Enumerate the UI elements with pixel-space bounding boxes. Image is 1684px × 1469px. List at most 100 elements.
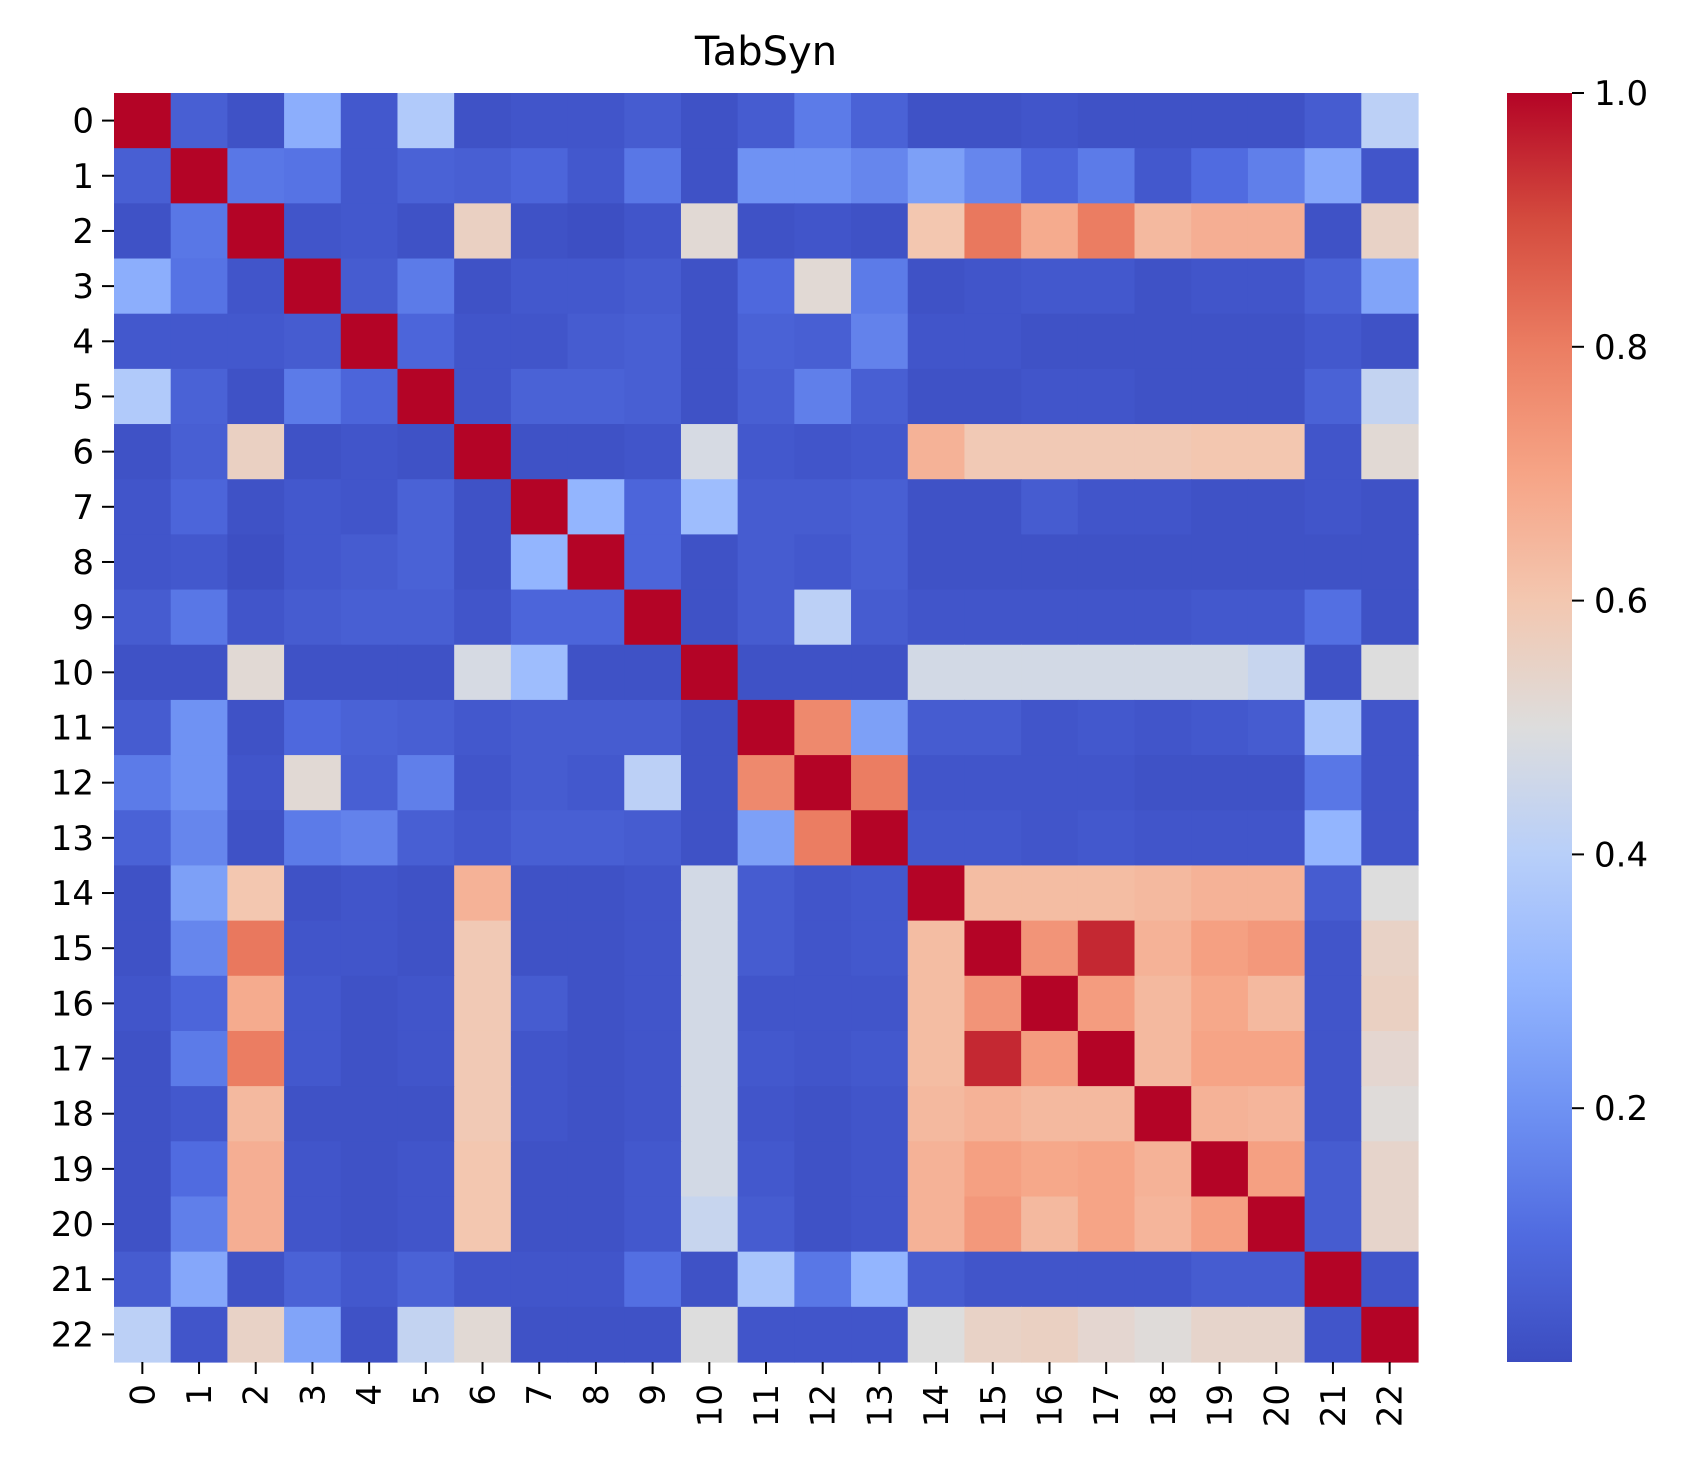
- colorbar-tick-label: 0.2: [1594, 1089, 1648, 1129]
- heatmap-cell-5-6: [454, 368, 512, 425]
- heatmap-cell-4-14: [907, 313, 966, 370]
- heatmap-cell-11-5: [397, 699, 455, 756]
- heatmap-cell-14-10: [680, 865, 739, 922]
- heatmap-cell-18-11: [737, 1086, 795, 1142]
- heatmap-cell-7-5: [397, 479, 455, 535]
- heatmap-cell-4-12: [794, 313, 852, 370]
- heatmap-cell-9-17: [1077, 589, 1136, 646]
- x-tick-label: 14: [917, 1384, 957, 1427]
- heatmap-cell-1-19: [1191, 148, 1249, 204]
- heatmap-cell-19-10: [680, 1141, 739, 1198]
- heatmap-cell-11-17: [1077, 699, 1136, 756]
- heatmap-cell-18-8: [567, 1086, 625, 1142]
- heatmap-cell-12-20: [1247, 755, 1306, 811]
- heatmap-cell-9-10: [680, 589, 739, 646]
- heatmap-cell-9-5: [397, 589, 455, 646]
- heatmap-cell-7-19: [1191, 479, 1249, 535]
- heatmap-cell-22-8: [567, 1306, 625, 1363]
- heatmap-cell-10-5: [397, 644, 455, 701]
- heatmap-cell-3-22: [1361, 258, 1419, 315]
- heatmap-cell-5-19: [1191, 368, 1249, 425]
- y-tick-label: 9: [72, 598, 94, 638]
- heatmap-cell-10-18: [1134, 644, 1192, 701]
- heatmap-cell-12-21: [1304, 755, 1362, 811]
- heatmap-cell-4-20: [1247, 313, 1306, 370]
- heatmap-cell-17-14: [907, 1030, 966, 1087]
- heatmap-cell-6-14: [907, 424, 966, 480]
- y-tick-label: 8: [72, 543, 94, 583]
- heatmap-cell-17-12: [794, 1030, 852, 1087]
- heatmap-cell-0-7: [510, 93, 569, 149]
- heatmap-cell-4-6: [454, 313, 512, 370]
- heatmap-cell-1-9: [624, 148, 682, 204]
- heatmap-cell-0-21: [1304, 93, 1362, 149]
- heatmap-cell-2-17: [1077, 203, 1136, 260]
- heatmap-cell-4-3: [284, 313, 342, 370]
- heatmap-cell-16-16: [1021, 975, 1079, 1032]
- heatmap-cell-6-4: [340, 424, 399, 480]
- heatmap-cell-20-2: [227, 1196, 285, 1253]
- heatmap-cell-14-15: [964, 865, 1022, 922]
- heatmap-cell-20-12: [794, 1196, 852, 1253]
- heatmap-cell-1-16: [1021, 148, 1079, 204]
- heatmap-cell-16-12: [794, 975, 852, 1032]
- x-tick-label: 1: [180, 1384, 220, 1406]
- heatmap-cell-13-8: [567, 810, 625, 867]
- heatmap-cell-9-14: [907, 589, 966, 646]
- heatmap-cell-8-15: [964, 534, 1022, 591]
- heatmap-cell-1-11: [737, 148, 795, 204]
- heatmap-cell-21-17: [1077, 1251, 1136, 1308]
- heatmap-cell-2-0: [114, 203, 172, 260]
- heatmap-cell-5-11: [737, 368, 795, 425]
- heatmap-cell-14-0: [114, 865, 172, 922]
- heatmap-cell-18-2: [227, 1086, 285, 1142]
- heatmap-cell-18-10: [680, 1086, 739, 1142]
- heatmap-cell-7-10: [680, 479, 739, 535]
- heatmap-cell-6-1: [170, 424, 228, 480]
- heatmap-cell-11-8: [567, 699, 625, 756]
- heatmap-cell-12-11: [737, 755, 795, 811]
- heatmap-cell-18-21: [1304, 1086, 1362, 1142]
- heatmap-cell-20-22: [1361, 1196, 1419, 1253]
- heatmap-cell-15-22: [1361, 920, 1419, 977]
- heatmap-cell-3-6: [454, 258, 512, 315]
- heatmap-cell-4-19: [1191, 313, 1249, 370]
- heatmap-cell-19-0: [114, 1141, 172, 1198]
- heatmap-cell-20-13: [851, 1196, 909, 1253]
- heatmap-cell-11-20: [1247, 699, 1306, 756]
- heatmap-cell-9-4: [340, 589, 399, 646]
- heatmap-cell-20-5: [397, 1196, 455, 1253]
- heatmap-cell-7-0: [114, 479, 172, 535]
- heatmap-cell-20-21: [1304, 1196, 1362, 1253]
- heatmap-cell-11-7: [510, 699, 569, 756]
- heatmap-cell-1-6: [454, 148, 512, 204]
- heatmap-cell-12-14: [907, 755, 966, 811]
- x-tick-label: 6: [464, 1384, 504, 1406]
- heatmap-cell-2-9: [624, 203, 682, 260]
- heatmap-cell-0-15: [964, 93, 1022, 149]
- heatmap-cell-11-10: [680, 699, 739, 756]
- heatmap-cell-7-13: [851, 479, 909, 535]
- heatmap-cell-10-17: [1077, 644, 1136, 701]
- heatmap-cell-4-17: [1077, 313, 1136, 370]
- heatmap-cell-10-22: [1361, 644, 1419, 701]
- heatmap-cell-16-7: [510, 975, 569, 1032]
- heatmap-cell-5-15: [964, 368, 1022, 425]
- heatmap-cell-17-3: [284, 1030, 342, 1087]
- heatmap-cell-17-0: [114, 1030, 172, 1087]
- heatmap-cell-14-19: [1191, 865, 1249, 922]
- heatmap-cell-16-1: [170, 975, 228, 1032]
- heatmap-cell-17-11: [737, 1030, 795, 1087]
- heatmap-cell-6-6: [454, 424, 512, 480]
- heatmap-cell-17-5: [397, 1030, 455, 1087]
- heatmap-cell-10-21: [1304, 644, 1362, 701]
- heatmap-cell-17-2: [227, 1030, 285, 1087]
- heatmap-cell-16-20: [1247, 975, 1306, 1032]
- heatmap-cell-18-16: [1021, 1086, 1079, 1142]
- heatmap-cell-6-9: [624, 424, 682, 480]
- heatmap-cell-1-13: [851, 148, 909, 204]
- heatmap-cell-16-5: [397, 975, 455, 1032]
- heatmap-cell-21-9: [624, 1251, 682, 1308]
- heatmap-cell-9-19: [1191, 589, 1249, 646]
- heatmap-cell-5-8: [567, 368, 625, 425]
